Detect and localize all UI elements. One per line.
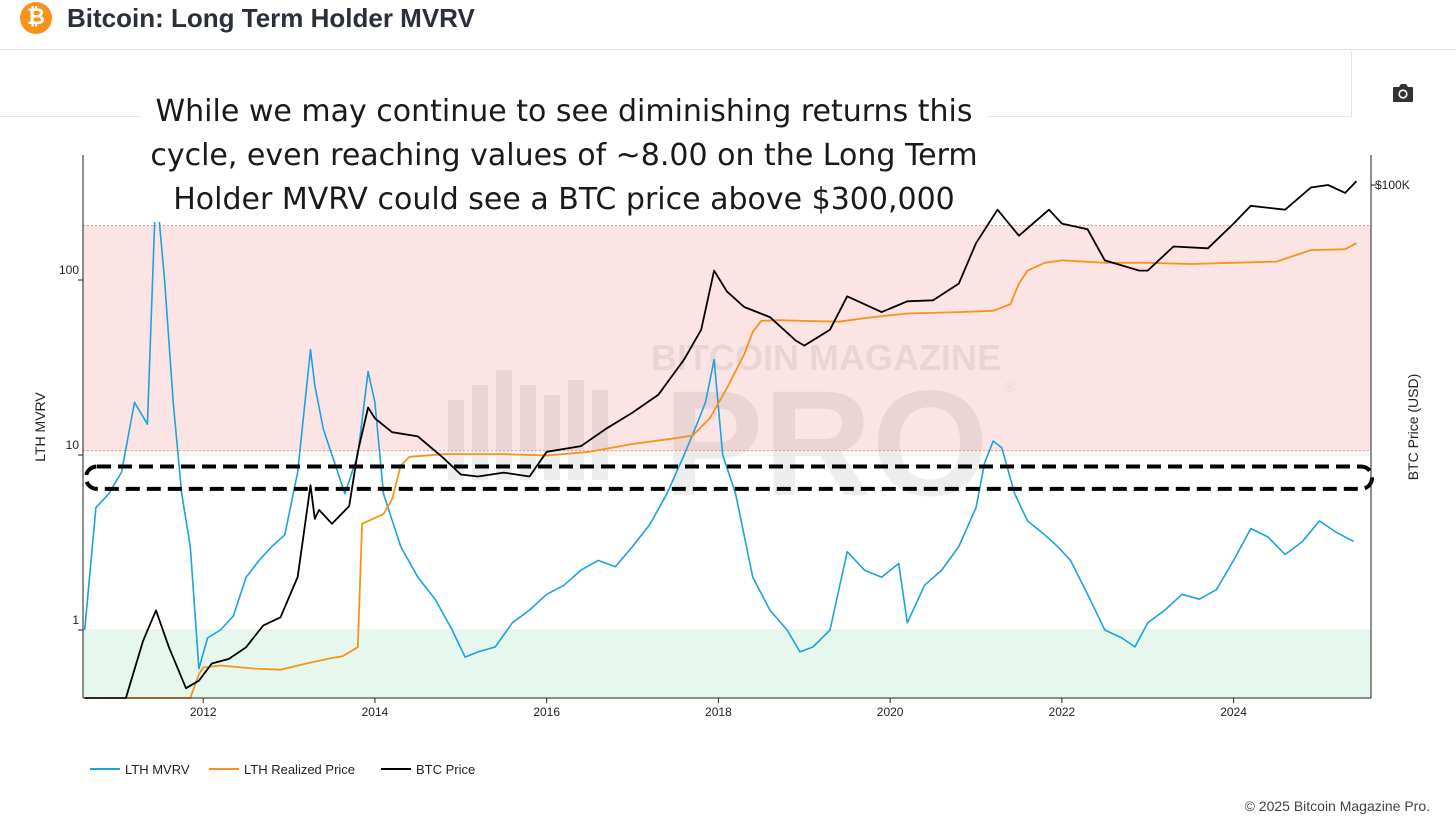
- copyright-footer: © 2025 Bitcoin Magazine Pro.: [1244, 798, 1430, 814]
- series-lth-realized-price-line: [84, 242, 1357, 699]
- highlight-band-outline: [84, 464, 1374, 491]
- chart-series: [83, 180, 1358, 699]
- legend-label: BTC Price: [416, 762, 475, 777]
- y-tick-label: 100: [59, 263, 79, 277]
- x-tick-label: 2024: [1220, 705, 1247, 719]
- chart-annotation: While we may continue to see diminishing…: [140, 90, 988, 222]
- x-tick-label: 2016: [533, 705, 560, 719]
- highlight-band: [84, 464, 1374, 491]
- x-tick-label: 2018: [705, 705, 732, 719]
- x-tick-label: 2012: [190, 705, 217, 719]
- page-title: Bitcoin: Long Term Holder MVRV: [67, 3, 475, 33]
- watermark-line1: BITCOIN MAGAZINE: [651, 337, 1001, 378]
- chart-grid: [83, 279, 1371, 631]
- bitcoin-logo-icon: ₿: [20, 2, 52, 34]
- app-header: ₿ Bitcoin: Long Term Holder MVRV: [0, 0, 1456, 50]
- camera-icon[interactable]: [1391, 82, 1415, 104]
- watermark-bars-icon: [448, 370, 608, 480]
- x-tick-label: 2020: [877, 705, 904, 719]
- watermark-line2: PRO: [663, 359, 988, 527]
- watermark-mark: ®: [1005, 379, 1017, 396]
- y2-tick-label: $100K: [1375, 178, 1410, 192]
- legend-label: LTH MVRV: [125, 762, 190, 777]
- x-tick-label: 2022: [1049, 705, 1076, 719]
- green-zone: [83, 630, 1371, 698]
- toolbar-divider: [1351, 51, 1352, 117]
- y-axis-label: LTH MVRV: [32, 392, 48, 462]
- chart-axes: 2012 2014 2016 2018 2020 2022 2024 1 10 100 $100K L…: [32, 155, 1421, 719]
- y-tick-label: 10: [66, 438, 80, 452]
- series-btc-price-line: [84, 180, 1358, 699]
- x-tick-label: 2014: [362, 705, 389, 719]
- legend-label: LTH Realized Price: [244, 762, 355, 777]
- series-lth-mvrv-line: [83, 184, 1355, 670]
- y-tick-label: 1: [72, 613, 79, 627]
- y2-axis-label: BTC Price (USD): [1405, 374, 1421, 481]
- chart-legend: LTH MVRV LTH Realized Price BTC Price: [90, 762, 475, 777]
